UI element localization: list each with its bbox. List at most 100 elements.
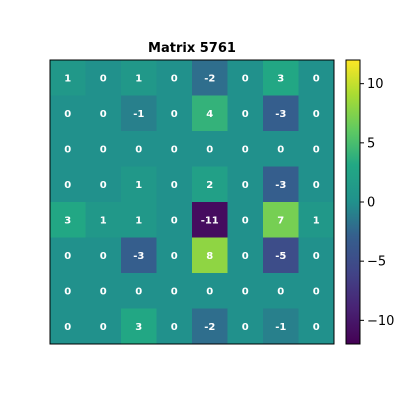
colorbar-tick-label: −5: [367, 255, 386, 270]
heatmap-cell: [192, 60, 228, 96]
heatmap-cell: [263, 308, 299, 345]
cell-value-label: 0: [64, 286, 71, 297]
cell-value-label: 4: [206, 109, 213, 120]
heatmap-frame: [49, 59, 335, 345]
heatmap-cell: [156, 308, 193, 345]
heatmap-cell: [263, 166, 299, 203]
heatmap-cell: [121, 237, 157, 274]
heatmap-cell: [263, 60, 299, 96]
cell-value-label: 0: [64, 322, 71, 333]
cell-value-label: 0: [171, 180, 178, 191]
heatmap-cell: [121, 273, 157, 309]
heatmap-cell: [121, 131, 157, 167]
heatmap-cell: [227, 273, 264, 309]
cell-value-label: -3: [275, 109, 286, 120]
cell-value-label: 0: [100, 73, 107, 84]
heatmap-cell: [263, 131, 299, 167]
cell-value-label: 0: [100, 144, 107, 155]
cell-value-label: 1: [135, 73, 142, 84]
cell-value-label: 0: [313, 322, 320, 333]
heatmap-cell: [50, 237, 86, 274]
cell-value-label: 8: [206, 251, 213, 262]
heatmap-cell: [192, 273, 228, 309]
heatmap-cell: [227, 308, 264, 345]
heatmap-cell: [192, 131, 228, 167]
cell-value-label: 0: [277, 144, 284, 155]
heatmap-cell: [263, 273, 299, 309]
cell-value-label: 0: [171, 144, 178, 155]
cell-value-label: 0: [242, 322, 249, 333]
heatmap-cell: [227, 60, 264, 96]
cell-value-label: 0: [171, 322, 178, 333]
cell-value-label: 0: [313, 286, 320, 297]
heatmap-cell: [298, 131, 335, 167]
heatmap-cell: [156, 131, 193, 167]
cell-value-label: 0: [64, 251, 71, 262]
cell-value-label: -3: [133, 251, 144, 262]
cell-value-label: 1: [64, 73, 71, 84]
cell-value-label: 0: [171, 215, 178, 226]
cell-value-label: 0: [64, 144, 71, 155]
cell-value-label: 0: [242, 215, 249, 226]
cell-value-label: -3: [275, 180, 286, 191]
heatmap-cell: [227, 202, 264, 238]
heatmap-cell: [227, 237, 264, 274]
heatmap-cell: [192, 166, 228, 203]
cell-value-label: 0: [313, 73, 320, 84]
cell-value-label: 0: [277, 286, 284, 297]
cell-value-label: -5: [275, 251, 286, 262]
chart-title: Matrix 5761: [148, 41, 236, 56]
cell-value-label: 2: [206, 180, 213, 191]
colorbar: [345, 59, 361, 345]
heatmap-cell: [156, 273, 193, 309]
colorbar-ticks: 10 5 0 −5 −10: [360, 77, 394, 329]
cell-value-label: 1: [135, 215, 142, 226]
heatmap-cell: [156, 202, 193, 238]
heatmap-cell: [192, 237, 228, 274]
heatmap-cell: [121, 166, 157, 203]
colorbar-tick-label: −10: [367, 314, 394, 329]
heatmap-cell: [298, 273, 335, 309]
cell-value-label: 3: [277, 73, 284, 84]
cell-value-label: 0: [64, 180, 71, 191]
heatmap-cell: [263, 95, 299, 132]
cell-value-label: 0: [242, 180, 249, 191]
cell-value-label: 0: [313, 144, 320, 155]
cell-value-label: 0: [242, 144, 249, 155]
colorbar-tick-label: 10: [367, 77, 384, 92]
heatmap-cell: [263, 237, 299, 274]
heatmap-cell: [298, 95, 335, 132]
heatmap-cell: [298, 202, 335, 238]
heatmap-cell: [192, 308, 228, 345]
heatmap-cell: [156, 166, 193, 203]
heatmap-cell: [227, 166, 264, 203]
cell-value-label: 0: [313, 251, 320, 262]
cell-value-label: 0: [171, 109, 178, 120]
heatmap-cell: [156, 95, 193, 132]
cell-value-label: 3: [135, 322, 142, 333]
cell-value-label: 0: [171, 73, 178, 84]
heatmap-cell: [50, 95, 86, 132]
heatmap-cell: [85, 308, 122, 345]
heatmap-cell: [85, 237, 122, 274]
heatmap-cell: [298, 237, 335, 274]
cell-value-label: 0: [313, 180, 320, 191]
cell-value-label: -11: [201, 215, 219, 226]
heatmap-cell: [85, 273, 122, 309]
heatmap-cell: [85, 60, 122, 96]
cell-value-label: 0: [206, 286, 213, 297]
cell-value-label: 0: [64, 109, 71, 120]
heatmap-cell: [50, 202, 86, 238]
heatmap-cell: [85, 202, 122, 238]
heatmap-cell: [227, 131, 264, 167]
heatmap-cell: [156, 60, 193, 96]
cell-value-label: 0: [242, 109, 249, 120]
colorbar-tick-label: 5: [367, 136, 375, 151]
heatmap-cell: [227, 95, 264, 132]
cell-value-label: 0: [242, 251, 249, 262]
cell-value-label: -1: [133, 109, 144, 120]
heatmap-cell: [121, 60, 157, 96]
cell-value-label: -1: [275, 322, 286, 333]
cell-value-label: 0: [313, 109, 320, 120]
